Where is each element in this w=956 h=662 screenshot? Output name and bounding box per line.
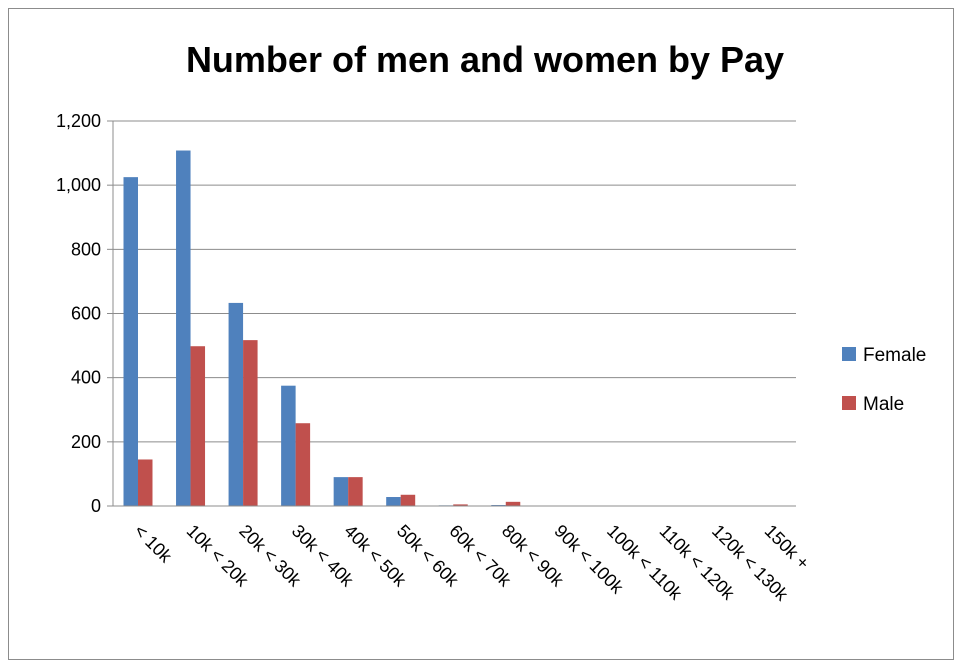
y-tick-label: 0 xyxy=(91,496,101,516)
y-tick-label: 600 xyxy=(71,304,101,324)
bar-female xyxy=(281,385,296,506)
y-axis-ticks: 0 200 400 600 800 1,000 1,200 xyxy=(56,111,113,516)
bar-male xyxy=(348,477,363,506)
bar-female xyxy=(228,302,244,506)
bar-male xyxy=(505,501,521,506)
bar-male xyxy=(190,346,206,506)
bar-male xyxy=(400,494,416,506)
bar-male xyxy=(295,423,311,506)
bar-male xyxy=(138,459,153,506)
bar-female xyxy=(386,497,401,506)
legend-label-male: Male xyxy=(863,394,904,415)
bar-female xyxy=(333,477,349,506)
bar-male xyxy=(243,340,258,506)
legend-label-female: Female xyxy=(863,345,926,366)
bars xyxy=(123,150,573,507)
chart-title: Number of men and women by Pay xyxy=(186,39,784,80)
legend-swatch-male xyxy=(842,396,856,410)
x-tick-label: < 10k xyxy=(130,521,176,567)
axes xyxy=(112,121,796,507)
gridlines xyxy=(113,120,796,443)
chart-frame xyxy=(8,8,954,660)
legend: Female Male xyxy=(842,345,926,415)
y-tick-label: 400 xyxy=(71,368,101,388)
y-tick-label: 1,000 xyxy=(56,175,101,195)
bar-male xyxy=(453,504,468,506)
bar-female xyxy=(123,177,138,507)
legend-swatch-female xyxy=(842,347,856,361)
y-tick-label: 800 xyxy=(71,239,101,259)
bar-female xyxy=(176,150,191,506)
x-tick-label: 150k + xyxy=(761,521,814,574)
y-tick-label: 1,200 xyxy=(56,111,101,131)
y-tick-label: 200 xyxy=(71,432,101,452)
